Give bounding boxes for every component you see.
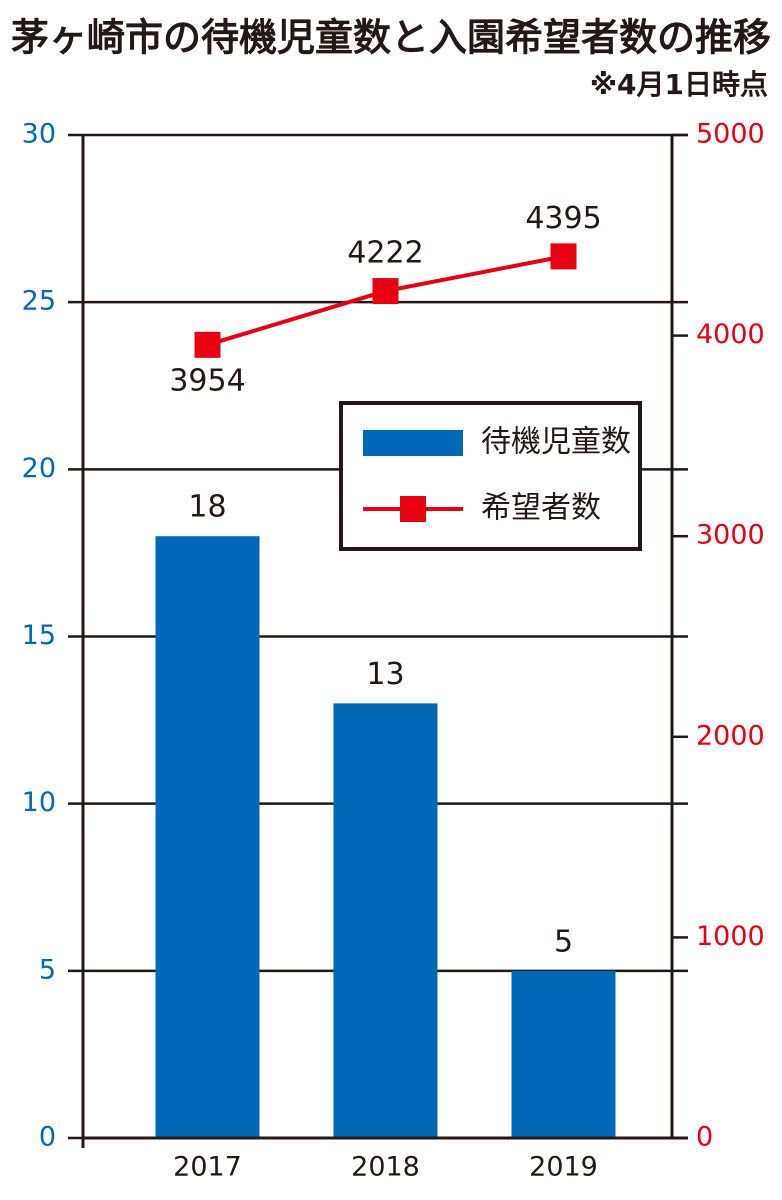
- x-tick-label: 2017: [173, 1152, 242, 1183]
- chart-subtitle: ※4月1日時点: [590, 68, 768, 101]
- value-label: 18: [188, 490, 226, 525]
- y-tick-label: 15: [22, 620, 56, 651]
- value-label: 4395: [525, 201, 601, 236]
- y2-tick-label: 3000: [696, 520, 765, 551]
- x-tick-label: 2018: [351, 1152, 420, 1183]
- chart-title: 茅ヶ崎市の待機児童数と入園希望者数の推移: [11, 16, 771, 60]
- value-label: 5: [554, 924, 573, 959]
- y-tick-label: 25: [22, 286, 56, 317]
- y-tick-label: 30: [22, 119, 56, 150]
- line-marker: [194, 331, 221, 358]
- y-tick-label: 5: [39, 954, 56, 985]
- bar: [155, 536, 260, 1138]
- bar: [333, 703, 438, 1138]
- legend-label: 希望者数: [481, 491, 601, 526]
- x-tick-label: 2019: [529, 1152, 598, 1183]
- bar: [511, 970, 616, 1138]
- y2-tick-label: 0: [696, 1122, 713, 1153]
- value-label: 3954: [169, 363, 245, 398]
- y-tick-label: 0: [39, 1122, 56, 1153]
- y2-tick-label: 2000: [696, 720, 765, 751]
- y2-tick-label: 1000: [696, 921, 765, 952]
- line-marker: [550, 243, 577, 270]
- y2-tick-label: 4000: [696, 319, 765, 350]
- legend-label: 待機児童数: [481, 425, 631, 460]
- legend-swatch: [363, 430, 463, 456]
- y-tick-label: 10: [22, 787, 56, 818]
- value-label: 4222: [347, 236, 423, 271]
- line-marker: [372, 278, 399, 305]
- value-label: 13: [366, 657, 404, 692]
- legend-box: [339, 401, 642, 551]
- legend-swatch: [400, 496, 426, 522]
- y2-tick-label: 5000: [696, 119, 765, 150]
- y-tick-label: 20: [22, 453, 56, 484]
